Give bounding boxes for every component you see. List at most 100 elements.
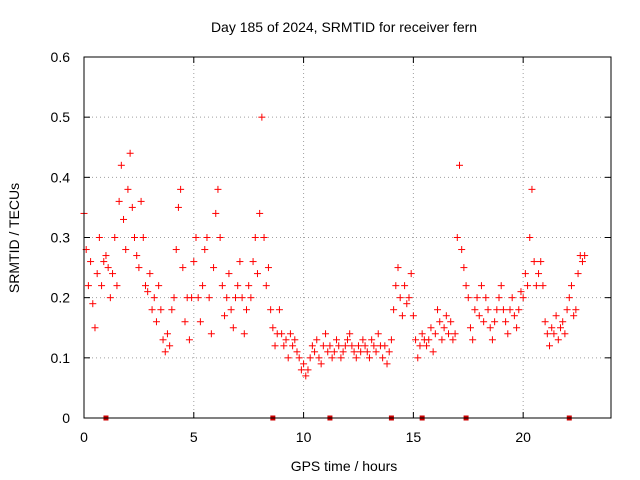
data-point bbox=[508, 294, 516, 302]
data-point bbox=[271, 342, 279, 350]
data-point bbox=[214, 185, 222, 193]
data-point bbox=[381, 342, 389, 350]
data-point bbox=[460, 264, 468, 272]
data-point bbox=[289, 342, 297, 350]
data-point bbox=[475, 312, 483, 320]
data-point bbox=[559, 318, 567, 326]
data-point bbox=[535, 270, 543, 278]
data-point bbox=[133, 252, 141, 260]
data-point bbox=[425, 336, 433, 344]
data-point bbox=[530, 258, 538, 266]
data-point bbox=[205, 294, 213, 302]
data-point bbox=[554, 336, 562, 344]
y-tick-label: 0 bbox=[62, 410, 70, 426]
data-point bbox=[330, 348, 338, 356]
data-point bbox=[341, 342, 349, 350]
data-point bbox=[249, 258, 257, 266]
data-point bbox=[438, 336, 446, 344]
data-point bbox=[572, 306, 580, 314]
data-point bbox=[405, 294, 413, 302]
data-point bbox=[152, 318, 160, 326]
x-tick-label: 20 bbox=[515, 429, 531, 445]
data-point bbox=[282, 336, 290, 344]
data-point bbox=[166, 342, 174, 350]
data-points bbox=[80, 113, 589, 380]
data-point bbox=[196, 318, 204, 326]
data-point bbox=[477, 282, 485, 290]
data-point bbox=[578, 258, 586, 266]
data-point bbox=[185, 336, 193, 344]
data-point bbox=[469, 336, 477, 344]
x-tick-label: 5 bbox=[190, 429, 198, 445]
data-point bbox=[315, 354, 323, 362]
data-point bbox=[264, 264, 272, 272]
data-point bbox=[199, 282, 207, 290]
data-point bbox=[256, 209, 264, 217]
data-point bbox=[488, 336, 496, 344]
data-point bbox=[177, 185, 185, 193]
data-point bbox=[502, 318, 510, 326]
data-point bbox=[201, 246, 209, 254]
data-point bbox=[515, 306, 523, 314]
data-point bbox=[84, 282, 92, 290]
data-point bbox=[240, 330, 248, 338]
data-point bbox=[519, 294, 527, 302]
y-axis-title: SRMTID / TECUs bbox=[6, 183, 22, 293]
data-point bbox=[387, 336, 395, 344]
data-point bbox=[172, 246, 180, 254]
y-tick-label: 0.5 bbox=[51, 109, 71, 125]
data-point bbox=[280, 342, 288, 350]
data-point bbox=[385, 348, 393, 356]
data-point bbox=[322, 330, 330, 338]
data-point bbox=[344, 336, 351, 344]
data-point bbox=[190, 258, 198, 266]
data-point bbox=[212, 209, 220, 217]
data-point bbox=[126, 149, 134, 157]
data-point bbox=[262, 282, 270, 290]
data-point bbox=[297, 366, 305, 374]
x-tick-label: 15 bbox=[406, 429, 422, 445]
data-point bbox=[491, 318, 499, 326]
data-point bbox=[414, 354, 422, 362]
data-point bbox=[207, 330, 215, 338]
data-point bbox=[91, 324, 99, 332]
data-point bbox=[565, 294, 573, 302]
data-point bbox=[168, 306, 176, 314]
data-point bbox=[466, 324, 474, 332]
data-point bbox=[291, 336, 299, 344]
data-point bbox=[319, 342, 327, 350]
data-point bbox=[260, 234, 268, 241]
data-point bbox=[313, 336, 321, 344]
y-tick-label: 0.6 bbox=[51, 49, 71, 65]
data-point bbox=[396, 294, 404, 302]
data-point bbox=[137, 197, 145, 205]
data-point bbox=[354, 342, 362, 350]
data-point bbox=[504, 330, 512, 338]
data-point bbox=[174, 203, 182, 211]
data-point bbox=[543, 330, 551, 338]
data-point bbox=[363, 348, 371, 356]
y-tick-label: 0.1 bbox=[51, 350, 71, 366]
data-point bbox=[464, 294, 472, 302]
data-point bbox=[102, 252, 110, 260]
data-point bbox=[229, 324, 237, 332]
data-point bbox=[526, 234, 534, 241]
data-point bbox=[155, 282, 163, 290]
data-point bbox=[258, 113, 266, 121]
data-point bbox=[122, 246, 130, 254]
data-point bbox=[131, 234, 139, 241]
data-point bbox=[537, 258, 545, 266]
data-point bbox=[510, 312, 518, 320]
data-point bbox=[486, 324, 494, 332]
data-point bbox=[570, 312, 578, 320]
data-point bbox=[293, 348, 301, 356]
data-point bbox=[440, 324, 448, 332]
data-point bbox=[365, 354, 373, 362]
data-point bbox=[567, 282, 575, 290]
data-point bbox=[308, 342, 316, 350]
data-point bbox=[203, 234, 211, 241]
data-point bbox=[218, 282, 226, 290]
data-point bbox=[556, 324, 564, 332]
data-point bbox=[521, 270, 529, 278]
data-point bbox=[98, 282, 106, 290]
